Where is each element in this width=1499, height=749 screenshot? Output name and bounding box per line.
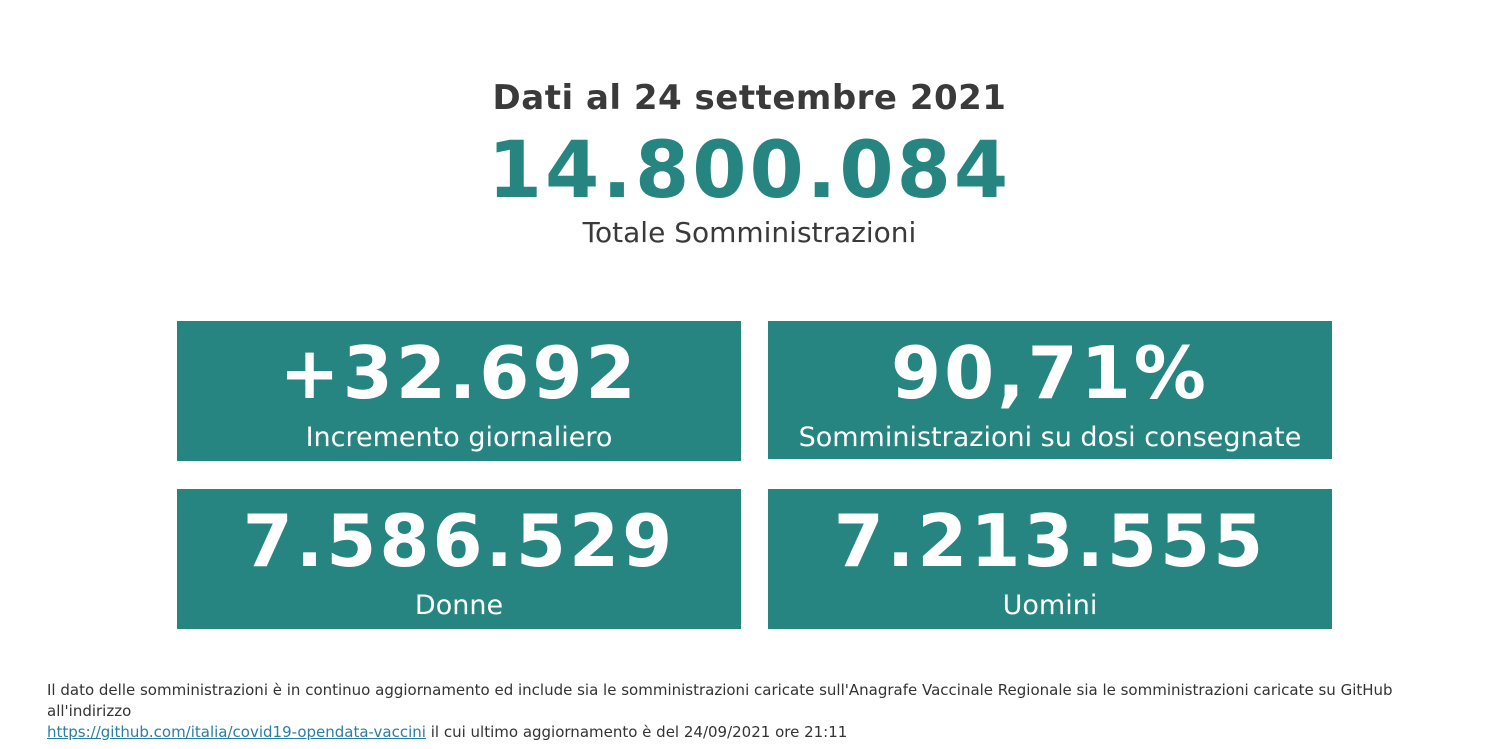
- total-administrations-value: 14.800.084: [487, 126, 1012, 216]
- men-value: 7.213.555: [833, 499, 1267, 583]
- footnote-text-after: il cui ultimo aggiornamento è del 24/09/…: [430, 723, 848, 741]
- women-value: 7.586.529: [242, 499, 676, 583]
- daily-increment-value: +32.692: [279, 331, 639, 415]
- delivered-doses-ratio-value: 90,71%: [891, 331, 1209, 415]
- women-card: 7.586.529 Donne: [177, 489, 741, 629]
- men-label: Uomini: [1002, 590, 1098, 621]
- total-administrations-label: Totale Somministrazioni: [582, 216, 917, 249]
- footnote-text-before: Il dato delle somministrazioni è in cont…: [47, 681, 1393, 720]
- github-link[interactable]: https://github.com/italia/covid19-openda…: [47, 723, 426, 741]
- daily-increment-label: Incremento giornaliero: [305, 422, 613, 453]
- delivered-doses-ratio-card: 90,71% Somministrazioni su dosi consegna…: [768, 321, 1332, 459]
- men-card: 7.213.555 Uomini: [768, 489, 1332, 629]
- women-label: Donne: [414, 590, 504, 621]
- daily-increment-card: +32.692 Incremento giornaliero: [177, 321, 741, 461]
- footnote: Il dato delle somministrazioni è in cont…: [47, 680, 1477, 743]
- date-title: Dati al 24 settembre 2021: [492, 78, 1007, 118]
- delivered-doses-ratio-label: Somministrazioni su dosi consegnate: [798, 422, 1302, 453]
